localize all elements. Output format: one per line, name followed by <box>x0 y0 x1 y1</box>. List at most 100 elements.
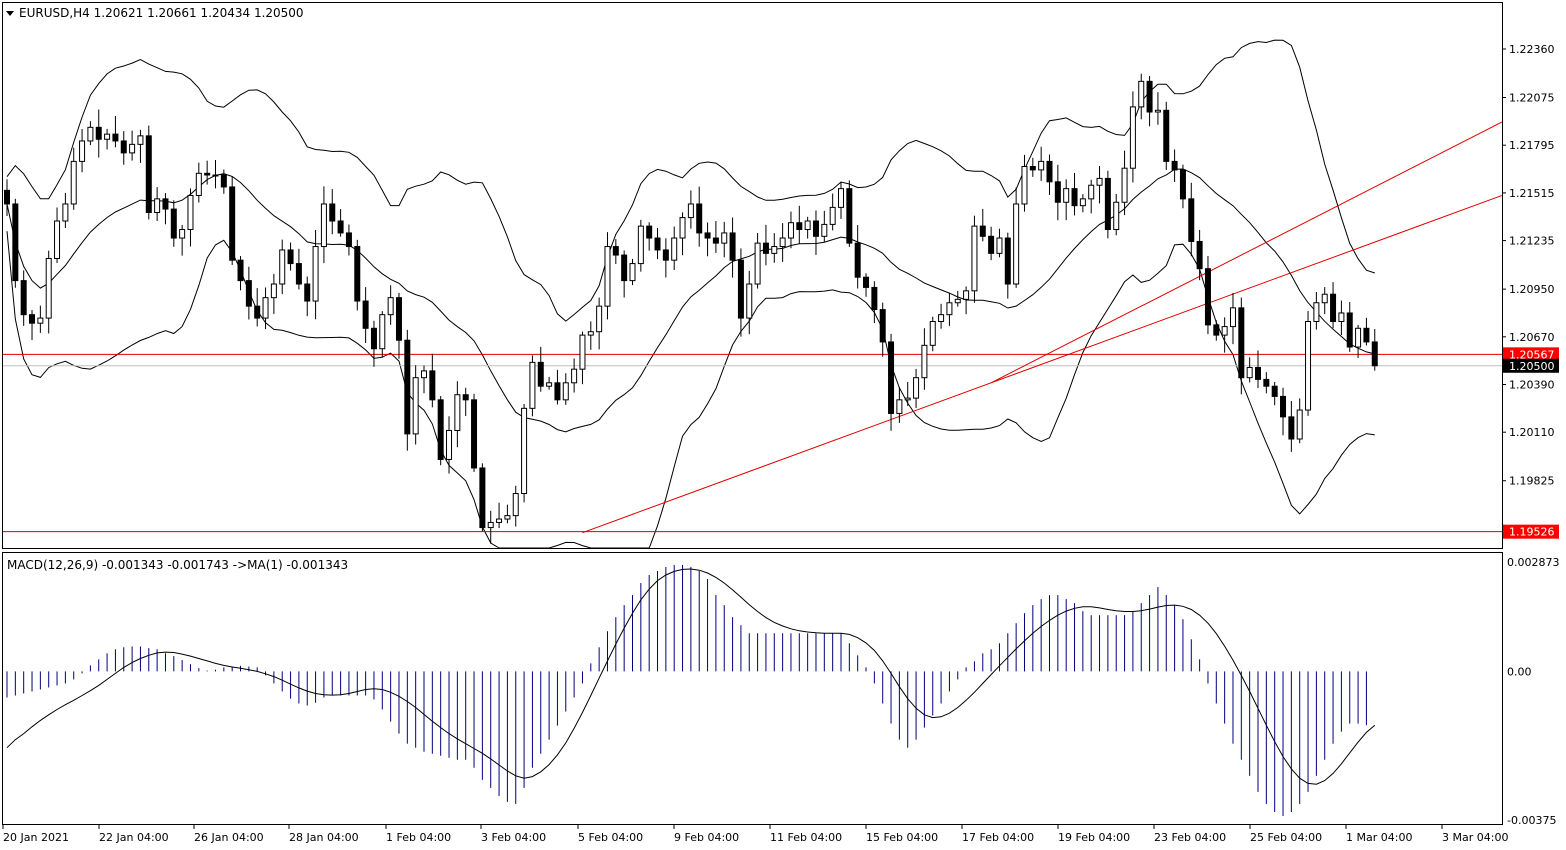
candle-body <box>95 126 102 140</box>
candle-body <box>821 223 828 237</box>
candle-body <box>671 237 678 261</box>
candle-body <box>829 206 836 225</box>
candle-body <box>20 280 27 316</box>
dropdown-triangle-icon[interactable] <box>6 11 14 16</box>
macd-panel-frame <box>2 552 1503 825</box>
time-tick-label: 17 Feb 04:00 <box>962 831 1034 844</box>
candle <box>270 273 277 314</box>
candle <box>70 147 77 210</box>
candle-body <box>612 246 619 256</box>
candle-body <box>854 242 861 278</box>
candle-body <box>737 259 744 319</box>
candle-body <box>187 194 194 231</box>
candle-body <box>654 237 661 251</box>
candle-body <box>637 225 644 265</box>
candle-body <box>37 317 44 324</box>
candle-body <box>1138 80 1145 108</box>
candle <box>354 239 361 311</box>
candle <box>529 355 536 417</box>
candle-body <box>254 305 261 319</box>
candle <box>37 305 44 333</box>
candle-body <box>129 143 136 154</box>
candle-body <box>1029 166 1036 171</box>
candle <box>671 226 678 271</box>
candle <box>120 131 127 165</box>
candle-body <box>779 237 786 248</box>
candle <box>1213 320 1220 341</box>
candle-body <box>162 198 169 210</box>
candle <box>1330 282 1337 329</box>
time-axis: 20 Jan 2021 22 Jan 04:00 26 Jan 04:00 28 Ja… <box>2 825 1508 844</box>
candle-body <box>1280 395 1287 418</box>
candle <box>1013 187 1020 288</box>
candle <box>312 229 319 320</box>
candle <box>245 266 252 320</box>
candle <box>337 209 344 237</box>
candle <box>395 292 402 359</box>
candle-body <box>938 314 945 322</box>
low-level-price-tag <box>1503 524 1559 539</box>
candle-body <box>521 407 528 494</box>
trendline-upper[interactable] <box>990 121 1503 384</box>
candle <box>846 180 853 247</box>
candle-body <box>963 290 970 300</box>
candle-body <box>471 399 478 469</box>
candle <box>204 160 211 185</box>
candle <box>762 224 769 266</box>
candle-body <box>1346 312 1353 348</box>
candle <box>721 221 728 258</box>
time-tick-label: 3 Mar 04:00 <box>1442 831 1508 844</box>
candle <box>1221 317 1228 353</box>
candle <box>1063 179 1070 221</box>
candle <box>537 346 544 392</box>
candle-body <box>1363 327 1370 343</box>
candle <box>1263 372 1270 394</box>
candle-body <box>662 249 669 261</box>
candle <box>662 238 669 278</box>
candle <box>404 329 411 451</box>
candle <box>746 270 753 335</box>
time-tick-label: 19 Feb 04:00 <box>1058 831 1130 844</box>
time-tick-label: 1 Mar 04:00 <box>1346 831 1412 844</box>
candle <box>1096 165 1103 204</box>
candle <box>838 182 844 219</box>
candle <box>1071 172 1078 216</box>
candle-body <box>587 331 594 336</box>
time-tick-label: 11 Feb 04:00 <box>770 831 842 844</box>
candle-body <box>1038 160 1045 171</box>
candle-body <box>1171 160 1178 171</box>
candle <box>112 116 119 148</box>
candle <box>1271 382 1278 406</box>
candle-body <box>679 217 686 239</box>
candle <box>512 485 519 527</box>
trendline-lower[interactable] <box>582 194 1503 534</box>
candle-body <box>237 259 244 282</box>
macd-tick-label: 0.002873 <box>1507 556 1560 569</box>
candle <box>796 205 803 244</box>
candle <box>496 502 503 529</box>
candle <box>704 222 711 257</box>
current-price-tag <box>1503 358 1559 373</box>
candle-body <box>362 300 369 329</box>
price-tick-label: 1.19825 <box>1509 475 1555 488</box>
candle-body <box>120 140 127 154</box>
candle <box>679 212 686 256</box>
price-tick-label: 1.20110 <box>1509 426 1555 439</box>
candle <box>1088 179 1095 214</box>
candle-body <box>462 394 469 401</box>
candle <box>187 188 194 247</box>
candle <box>921 328 928 390</box>
candle <box>1079 194 1086 213</box>
candle-body <box>1330 293 1337 322</box>
candle-body <box>1263 378 1270 387</box>
candle-body <box>62 203 69 222</box>
candle-body <box>1229 307 1236 328</box>
candle-body <box>1104 177 1111 231</box>
candle <box>454 381 461 448</box>
candle-body <box>496 518 503 523</box>
candle <box>487 510 494 544</box>
candle <box>896 387 903 423</box>
time-tick-label: 3 Feb 04:00 <box>481 831 546 844</box>
candle <box>612 239 619 264</box>
